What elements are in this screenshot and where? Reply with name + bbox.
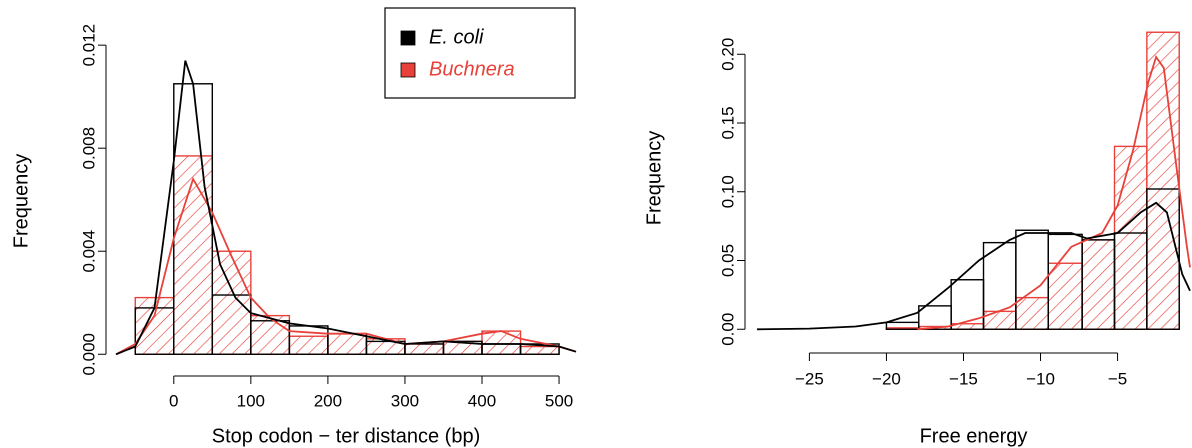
x-tick-label: −25 bbox=[795, 369, 824, 388]
y-tick-label: 0.20 bbox=[718, 38, 737, 71]
legend-swatch bbox=[400, 62, 416, 78]
legend-label: Buchnera bbox=[429, 58, 515, 80]
panel: 0 100 200 300 400 500 Stop codon − ter distanc… bbox=[10, 7, 577, 447]
legend-box bbox=[384, 7, 576, 99]
x-tick-label: −10 bbox=[1026, 369, 1055, 388]
y-axis-title: Frequency bbox=[10, 154, 32, 249]
y-tick-label: 0.012 bbox=[79, 24, 98, 67]
histogram-bar bbox=[1113, 145, 1148, 330]
x-tick-label: 300 bbox=[391, 391, 419, 410]
y-tick-label: 0.004 bbox=[79, 230, 98, 273]
y-tick-label: 0.15 bbox=[718, 106, 737, 139]
histogram-bar bbox=[1146, 31, 1180, 330]
histogram-bar bbox=[327, 332, 368, 355]
histogram-bar bbox=[1081, 239, 1116, 330]
density-curve bbox=[917, 54, 1191, 331]
histogram-bar bbox=[173, 155, 214, 355]
x-tick-label: 400 bbox=[468, 391, 496, 410]
density-curve bbox=[115, 60, 577, 356]
x-tick-label: 500 bbox=[545, 391, 573, 410]
x-tick-label: −5 bbox=[1108, 369, 1127, 388]
x-tick-label: 100 bbox=[237, 391, 265, 410]
histogram-bar bbox=[519, 343, 560, 355]
x-axis-title: Free energy bbox=[920, 425, 1028, 447]
histogram-bar bbox=[1015, 296, 1049, 330]
histogram-bar bbox=[918, 305, 952, 330]
x-tick-label: 200 bbox=[314, 391, 342, 410]
legend-swatch bbox=[400, 30, 416, 46]
histogram-bar bbox=[404, 343, 445, 355]
y-axis-title: Frequency bbox=[643, 131, 665, 226]
x-tick-label: −20 bbox=[872, 369, 901, 388]
x-tick-label: −15 bbox=[949, 369, 978, 388]
y-tick-label: 0.000 bbox=[79, 333, 98, 376]
x-axis-title: Stop codon − ter distance (bp) bbox=[212, 425, 481, 447]
legend-label: E. coli bbox=[429, 26, 484, 48]
panel: −25 −20 −15 −10 −5 Free energy 0.00 0.05 0.10 0.1… bbox=[643, 31, 1191, 447]
y-tick-label: 0.008 bbox=[79, 127, 98, 170]
histogram-bar bbox=[481, 330, 522, 355]
density-curve bbox=[756, 201, 1191, 331]
density-curve bbox=[115, 176, 577, 356]
y-tick-label: 0.05 bbox=[718, 244, 737, 277]
y-tick-label: 0.10 bbox=[718, 175, 737, 208]
histogram-bar bbox=[1047, 262, 1083, 330]
histogram-bar bbox=[288, 335, 329, 355]
y-tick-label: 0.00 bbox=[718, 313, 737, 346]
histogram-bar bbox=[211, 250, 252, 355]
histogram-bar bbox=[519, 345, 560, 355]
x-tick-label: 0 bbox=[169, 391, 178, 410]
